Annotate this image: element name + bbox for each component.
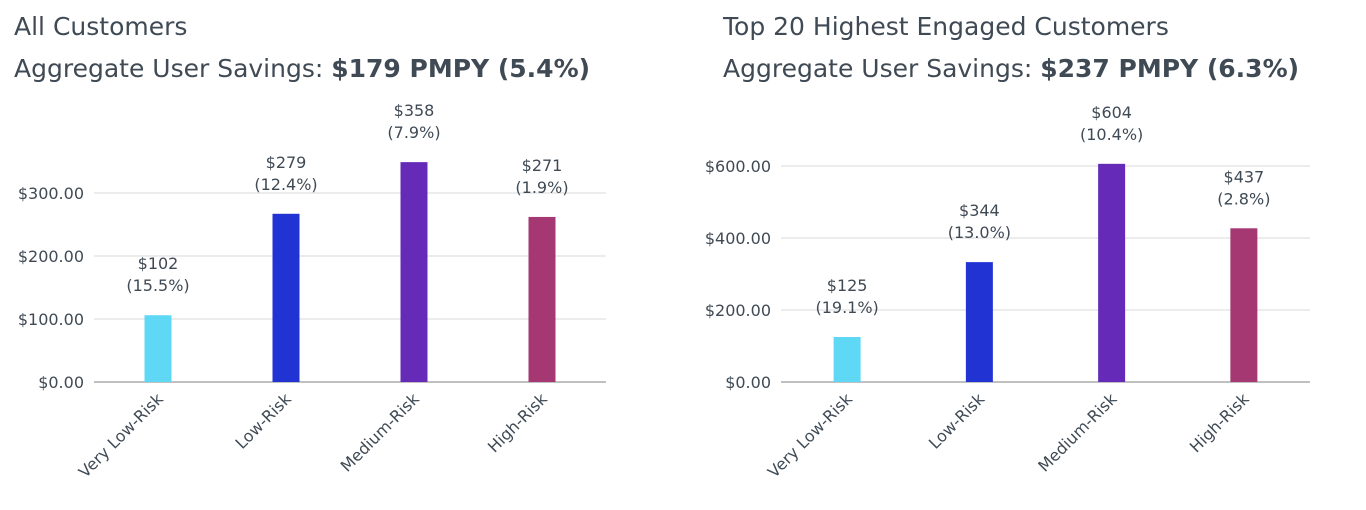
data-label-percent: (7.9%) [387,123,440,142]
bar [1098,163,1126,382]
bar [144,315,172,382]
data-label-percent: (19.1%) [815,298,878,317]
subtitle-prefix: Aggregate User Savings: [14,54,324,83]
data-label-value: $604 [1091,103,1132,122]
data-label-value: $437 [1224,167,1265,186]
data-label-value: $279 [266,153,307,172]
y-tick-label: $200.00 [705,301,771,320]
data-label-percent: (12.4%) [254,175,317,194]
chart-panel-top-20: Top 20 Highest Engaged Customers Aggrega… [683,0,1366,510]
x-category-label: Medium-Risk [337,389,424,476]
data-label-value: $125 [827,276,868,295]
y-tick-label: $200.00 [18,247,84,266]
y-tick-label: $0.00 [38,373,84,392]
data-label-percent: (13.0%) [948,223,1011,242]
y-tick-label: $300.00 [18,184,84,203]
chart-subtitle: Aggregate User Savings: $179 PMPY (5.4%) [14,54,590,83]
data-label-value: $344 [959,201,1000,220]
data-label-value: $102 [138,254,179,273]
y-tick-label: $0.00 [725,373,771,392]
bar-chart-all-customers: $0.00 $100.00 $200.00 $300.00 $102 (15.5%) Ver… [18,101,606,482]
chart-subtitle: Aggregate User Savings: $237 PMPY (6.3%) [723,54,1299,83]
x-category-label: Low-Risk [232,389,296,453]
x-category-label: High-Risk [484,389,551,456]
bar [833,337,861,382]
y-tick-label: $400.00 [705,229,771,248]
bar [528,216,556,382]
x-category-label: Medium-Risk [1034,389,1121,476]
bar [1230,228,1258,382]
subtitle-value: $179 PMPY (5.4%) [331,54,591,83]
x-category-label: Low-Risk [925,389,989,453]
data-label-value: $358 [394,101,435,120]
bar [272,213,300,382]
subtitle-prefix: Aggregate User Savings: [723,54,1033,83]
data-label-percent: (1.9%) [515,178,568,197]
chart-panel-all-customers: All Customers Aggregate User Savings: $1… [14,12,606,482]
data-label-percent: (2.8%) [1217,189,1270,208]
data-label-percent: (15.5%) [126,276,189,295]
bar [965,262,993,382]
x-category-label: Very Low-Risk [764,389,857,482]
x-category-label: High-Risk [1186,389,1253,456]
x-category-label: Very Low-Risk [75,389,168,482]
y-tick-label: $100.00 [18,310,84,329]
bar [400,162,428,382]
data-label-percent: (10.4%) [1080,125,1143,144]
bar-chart-top-20-customers: $0.00 $200.00 $400.00 $600.00 $125 (19.1%) Ver… [705,103,1310,482]
y-tick-label: $600.00 [705,157,771,176]
data-label-value: $271 [522,156,563,175]
chart-title: Top 20 Highest Engaged Customers [723,12,1169,41]
chart-title: All Customers [14,12,188,41]
subtitle-value: $237 PMPY (6.3%) [1040,54,1300,83]
